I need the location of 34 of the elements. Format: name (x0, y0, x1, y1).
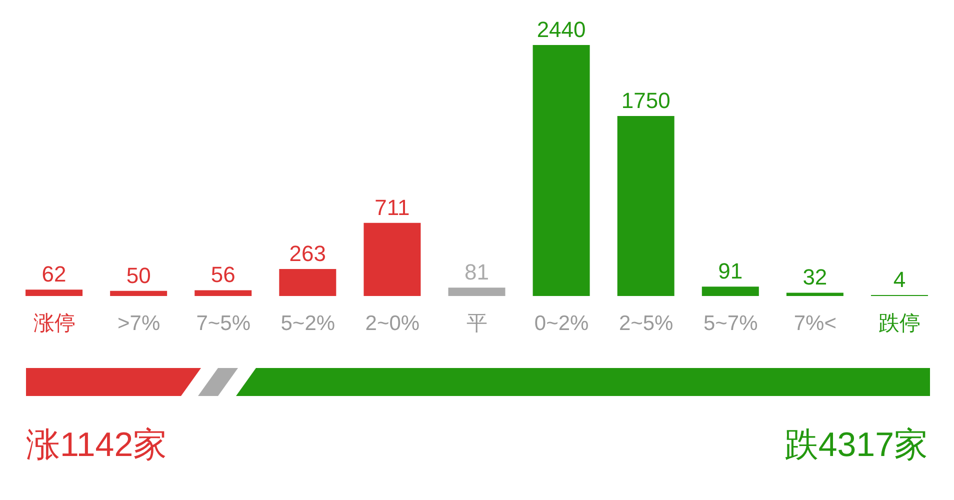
x-tick-label: 涨停 (33, 312, 76, 335)
x-tick-label: 5~2% (280, 312, 336, 335)
x-tick-label: 7~5% (196, 312, 251, 335)
text: 涨1142家 (26, 425, 168, 466)
data-label: 711 (374, 194, 410, 220)
data-label: 32 (802, 264, 828, 290)
data-label: 50 (126, 262, 151, 288)
bar (786, 292, 844, 296)
data-label: 62 (42, 262, 66, 287)
data-label: 91 (718, 258, 743, 284)
bar (702, 286, 759, 296)
bar (279, 268, 336, 296)
bar (617, 116, 674, 296)
x-tick-label: 5~7% (703, 312, 758, 335)
x-tick-label: 跌停 (878, 312, 921, 335)
x-tick-label: 0~2% (534, 312, 589, 335)
text: 跌4317家 (784, 425, 928, 466)
bar (194, 290, 252, 296)
x-tick-label: 平 (466, 312, 488, 335)
x-tick-label: 2~5% (618, 312, 674, 335)
bar (532, 45, 590, 296)
bar (364, 222, 421, 296)
x-tick-label: 2~0% (365, 312, 420, 335)
data-label: 81 (464, 260, 489, 285)
data-label: 263 (289, 240, 326, 266)
data-label: 56 (210, 262, 236, 288)
data-label: 4 (893, 267, 906, 292)
data-label: 2440 (536, 17, 586, 42)
bar (26, 290, 83, 296)
bar (448, 288, 506, 296)
x-tick-label: >7% (118, 312, 160, 335)
bar (110, 290, 168, 296)
x-tick-label: 7%< (794, 312, 836, 335)
data-label: 1750 (621, 88, 670, 113)
